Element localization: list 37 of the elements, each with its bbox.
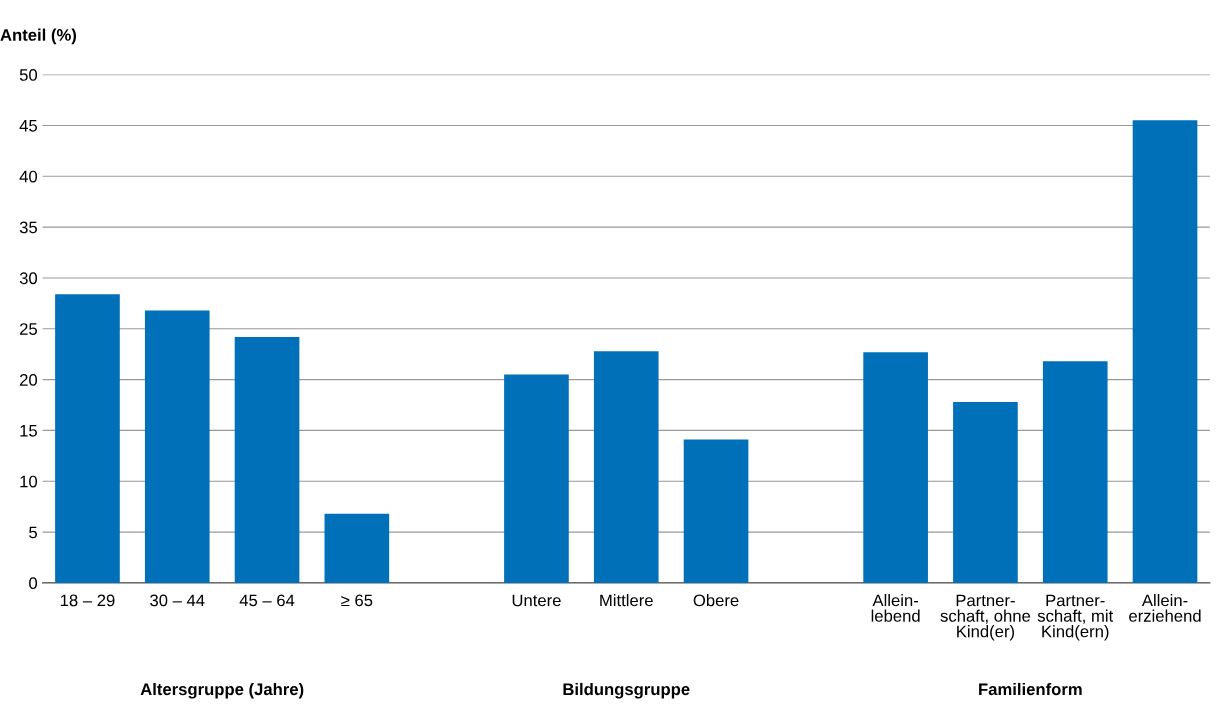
y-tick-label: 50 [19, 69, 38, 81]
x-tick-label: Partner- schaft, ohne Kind(er) [940, 594, 1031, 641]
x-tick-label: Partner- schaft, mit Kind(ern) [1037, 594, 1114, 641]
bar [234, 336, 300, 583]
x-tick-label: ≥ 65 [341, 594, 373, 607]
y-tick-label: 20 [20, 374, 38, 386]
text: Familienform [979, 682, 1082, 696]
x-tick-label: 30 – 44 [150, 594, 205, 607]
bar [953, 401, 1018, 583]
x-tick-label: 45 – 64 [239, 594, 295, 607]
y-axis-title: Anteil (%) [0, 28, 77, 45]
x-tick-label: Obere [693, 594, 739, 607]
bar [1132, 120, 1198, 583]
y-tick-label: 0 [29, 577, 38, 590]
bar [144, 310, 210, 583]
bar [504, 374, 569, 583]
text: Altersgruppe (Jahre) [140, 682, 304, 699]
y-tick-label: 25 [20, 323, 37, 335]
y-tick-label: 40 [19, 170, 38, 183]
y-tick-label: 10 [20, 475, 38, 488]
bar [1042, 361, 1108, 583]
y-tick-label: 5 [29, 526, 37, 539]
x-tick-label: Mittlere [600, 594, 653, 607]
text: Bildungsgruppe [563, 682, 690, 699]
bar [683, 439, 749, 583]
y-tick-label: 35 [19, 221, 37, 234]
bar [593, 351, 659, 583]
x-tick-label: Allein- lebend [871, 594, 920, 622]
bar [863, 352, 928, 583]
x-tick-label: 18 – 29 [60, 594, 115, 607]
y-tick-label: 45 [19, 120, 37, 132]
y-tick-label: 30 [19, 272, 38, 285]
bar [324, 513, 390, 583]
y-tick-label: 15 [20, 425, 37, 437]
x-tick-label: Untere [512, 594, 561, 607]
bar [55, 294, 120, 583]
x-tick-label: Allein- erziehend [1129, 594, 1201, 622]
